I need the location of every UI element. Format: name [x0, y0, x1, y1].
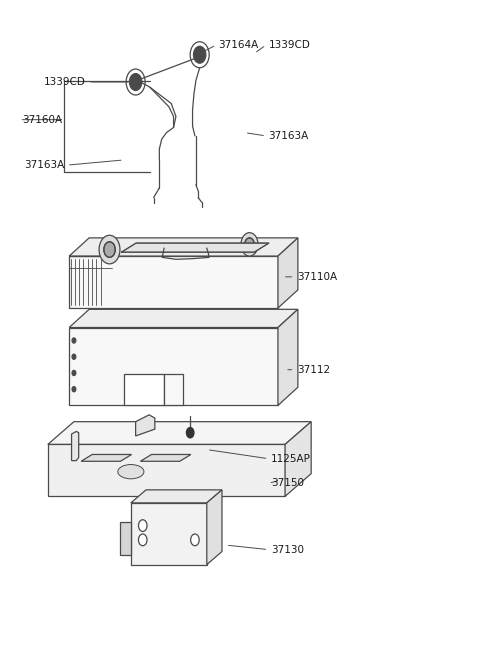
Polygon shape [140, 455, 191, 461]
Text: 37163A: 37163A [268, 131, 309, 141]
Text: 1125AP: 1125AP [271, 454, 311, 464]
Polygon shape [81, 455, 132, 461]
Polygon shape [69, 256, 278, 308]
Polygon shape [69, 238, 298, 256]
Circle shape [104, 242, 115, 257]
Polygon shape [124, 374, 164, 405]
Circle shape [72, 338, 76, 343]
Circle shape [186, 428, 194, 438]
Text: 1339CD: 1339CD [268, 40, 311, 50]
Text: 37163A: 37163A [24, 160, 64, 170]
Text: 37112: 37112 [297, 365, 330, 375]
Circle shape [72, 354, 76, 360]
Text: 37160A: 37160A [22, 115, 62, 124]
Circle shape [138, 534, 147, 546]
Polygon shape [69, 328, 278, 405]
Polygon shape [69, 309, 298, 328]
Circle shape [191, 534, 199, 546]
Text: 37130: 37130 [271, 544, 304, 555]
Circle shape [241, 233, 258, 256]
Polygon shape [131, 503, 207, 565]
Polygon shape [48, 422, 311, 444]
Text: 37110A: 37110A [297, 272, 337, 282]
Circle shape [138, 519, 147, 531]
Polygon shape [278, 238, 298, 308]
Polygon shape [207, 490, 222, 565]
Polygon shape [121, 243, 269, 252]
Polygon shape [285, 422, 311, 496]
Circle shape [72, 386, 76, 392]
Circle shape [193, 47, 206, 63]
Polygon shape [72, 432, 79, 460]
Polygon shape [131, 490, 222, 503]
Text: 37164A: 37164A [219, 40, 259, 50]
Polygon shape [278, 309, 298, 405]
Polygon shape [164, 374, 183, 405]
Circle shape [130, 73, 142, 90]
Polygon shape [48, 444, 285, 496]
Circle shape [99, 235, 120, 264]
Polygon shape [120, 522, 131, 555]
Text: 37150: 37150 [271, 478, 304, 489]
Polygon shape [136, 415, 155, 436]
Ellipse shape [118, 464, 144, 479]
Circle shape [72, 370, 76, 375]
Text: 1339CD: 1339CD [44, 77, 86, 87]
Circle shape [245, 238, 254, 251]
